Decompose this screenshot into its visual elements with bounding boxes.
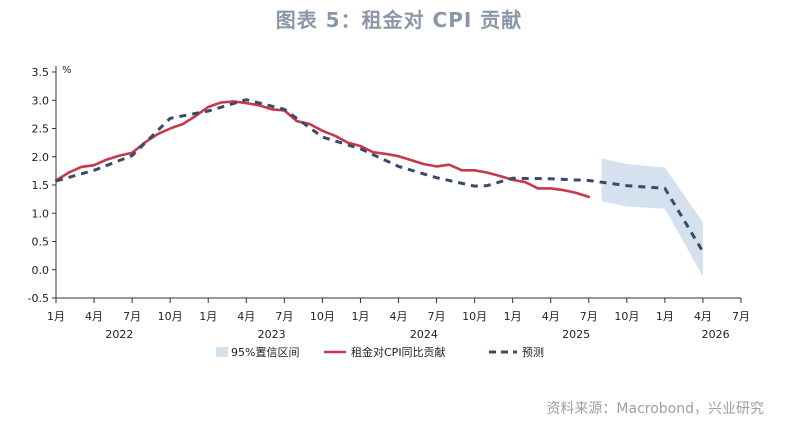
legend-label-band: 95%置信区间 (231, 346, 299, 359)
x-tick-label: 1月 (504, 310, 522, 323)
axes-layer: 3.5 3.0 2.5 2.0 1.5 1.0 0.5 0.0 -0.5% 1月 4月 7月 10月 1月… (28, 65, 750, 341)
x-tick-label: 4月 (85, 310, 103, 323)
x-tick-label: 10月 (310, 310, 335, 323)
x-year-label: 2026 (702, 328, 730, 341)
x-tick-label: 7月 (732, 310, 750, 323)
y-tick-label: 3.5 (32, 66, 50, 79)
x-year-label: 2022 (105, 328, 133, 341)
y-tick-label: 0.0 (32, 264, 50, 277)
x-tick-label: 4月 (542, 310, 560, 323)
confidence-band (601, 158, 703, 277)
x-tick-label: 7月 (123, 310, 141, 323)
x-tick-label: 7月 (275, 310, 293, 323)
x-tick-label: 4月 (390, 310, 408, 323)
y-tick-label: 1.0 (32, 207, 50, 220)
y-tick-label: 1.5 (32, 179, 50, 192)
x-tick-label: 4月 (694, 310, 712, 323)
forecast-series-line (55, 98, 705, 253)
x-tick-label: 1月 (47, 310, 65, 323)
x-tick-label: 10月 (158, 310, 183, 323)
y-tick-label: 0.5 (32, 236, 50, 249)
legend-swatch-band (216, 347, 228, 357)
source-note: 资料来源：Macrobond，兴业研究 (546, 401, 764, 417)
band-layer (601, 158, 703, 277)
legend: 95%置信区间 租金对CPI同比贡献 预测 (216, 345, 544, 359)
legend-label-rent: 租金对CPI同比贡献 (351, 345, 446, 359)
rent-contribution-series-line (54, 100, 591, 199)
x-year-label: 2024 (410, 328, 438, 341)
x-year-label: 2023 (258, 328, 286, 341)
x-tick-label: 10月 (462, 310, 487, 323)
x-tick-label: 7月 (580, 310, 598, 323)
x-tick-label: 7月 (428, 310, 446, 323)
x-tick-label: 1月 (656, 310, 674, 323)
x-year-label: 2025 (562, 328, 590, 341)
y-tick-label: 3.0 (32, 94, 50, 107)
x-tick-label: 1月 (199, 310, 217, 323)
y-tick-label: 2.0 (32, 151, 50, 164)
chart-title: 图表 5：租金对 CPI 贡献 (275, 8, 523, 32)
x-tick-label: 1月 (351, 310, 369, 323)
x-tick-label: 10月 (614, 310, 639, 323)
x-tick-label: 4月 (237, 310, 255, 323)
series-layer (54, 98, 705, 253)
y-tick-label: 2.5 (32, 123, 50, 136)
y-tick-label: -0.5 (28, 292, 49, 305)
legend-label-forecast: 预测 (522, 346, 544, 359)
y-unit-label: % (62, 65, 72, 76)
